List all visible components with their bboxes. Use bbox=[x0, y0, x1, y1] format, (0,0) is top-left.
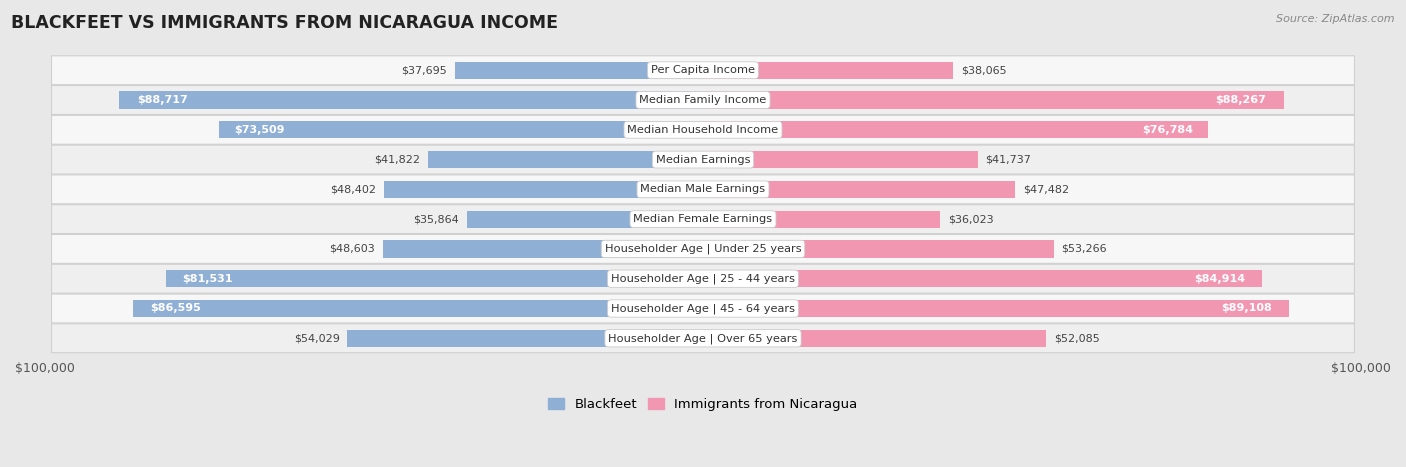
Text: $88,717: $88,717 bbox=[136, 95, 187, 105]
Bar bbox=[703, 300, 1289, 317]
Text: $36,023: $36,023 bbox=[948, 214, 994, 224]
Bar bbox=[219, 121, 703, 138]
FancyBboxPatch shape bbox=[52, 234, 1354, 263]
FancyBboxPatch shape bbox=[52, 324, 1354, 353]
Text: $52,085: $52,085 bbox=[1053, 333, 1099, 343]
Text: $53,266: $53,266 bbox=[1062, 244, 1107, 254]
FancyBboxPatch shape bbox=[52, 294, 1354, 323]
Bar bbox=[384, 181, 703, 198]
Bar bbox=[134, 300, 703, 317]
Text: Median Male Earnings: Median Male Earnings bbox=[641, 184, 765, 194]
Text: Householder Age | 45 - 64 years: Householder Age | 45 - 64 years bbox=[612, 303, 794, 314]
Bar bbox=[120, 92, 703, 109]
Bar bbox=[703, 151, 977, 168]
Text: Householder Age | Over 65 years: Householder Age | Over 65 years bbox=[609, 333, 797, 344]
Bar bbox=[703, 121, 1208, 138]
Text: BLACKFEET VS IMMIGRANTS FROM NICARAGUA INCOME: BLACKFEET VS IMMIGRANTS FROM NICARAGUA I… bbox=[11, 14, 558, 32]
Text: $81,531: $81,531 bbox=[183, 274, 233, 284]
Text: $38,065: $38,065 bbox=[962, 65, 1007, 75]
Text: $48,603: $48,603 bbox=[329, 244, 375, 254]
Text: Source: ZipAtlas.com: Source: ZipAtlas.com bbox=[1277, 14, 1395, 24]
Text: $48,402: $48,402 bbox=[330, 184, 377, 194]
Text: Median Family Income: Median Family Income bbox=[640, 95, 766, 105]
FancyBboxPatch shape bbox=[52, 85, 1354, 114]
Bar bbox=[427, 151, 703, 168]
Text: Median Earnings: Median Earnings bbox=[655, 155, 751, 164]
Text: $84,914: $84,914 bbox=[1194, 274, 1246, 284]
Legend: Blackfeet, Immigrants from Nicaragua: Blackfeet, Immigrants from Nicaragua bbox=[543, 392, 863, 417]
Bar bbox=[384, 241, 703, 258]
FancyBboxPatch shape bbox=[52, 145, 1354, 174]
Bar bbox=[703, 330, 1046, 347]
Bar bbox=[703, 181, 1015, 198]
Text: $47,482: $47,482 bbox=[1024, 184, 1070, 194]
FancyBboxPatch shape bbox=[52, 205, 1354, 234]
Text: $37,695: $37,695 bbox=[401, 65, 447, 75]
Bar bbox=[347, 330, 703, 347]
Text: $76,784: $76,784 bbox=[1142, 125, 1194, 135]
Text: $89,108: $89,108 bbox=[1220, 304, 1272, 313]
Bar bbox=[166, 270, 703, 287]
Text: $35,864: $35,864 bbox=[413, 214, 460, 224]
Bar bbox=[456, 62, 703, 79]
Text: $88,267: $88,267 bbox=[1216, 95, 1267, 105]
Bar bbox=[703, 62, 953, 79]
Text: Householder Age | 25 - 44 years: Householder Age | 25 - 44 years bbox=[612, 274, 794, 284]
FancyBboxPatch shape bbox=[52, 56, 1354, 85]
Text: Per Capita Income: Per Capita Income bbox=[651, 65, 755, 75]
Text: Householder Age | Under 25 years: Householder Age | Under 25 years bbox=[605, 244, 801, 254]
Bar bbox=[703, 270, 1261, 287]
FancyBboxPatch shape bbox=[52, 115, 1354, 144]
Bar bbox=[703, 211, 941, 228]
Text: $41,822: $41,822 bbox=[374, 155, 420, 164]
Text: $73,509: $73,509 bbox=[233, 125, 284, 135]
Bar bbox=[467, 211, 703, 228]
Text: Median Female Earnings: Median Female Earnings bbox=[634, 214, 772, 224]
Text: $54,029: $54,029 bbox=[294, 333, 340, 343]
Text: $41,737: $41,737 bbox=[986, 155, 1032, 164]
Bar bbox=[703, 241, 1053, 258]
FancyBboxPatch shape bbox=[52, 264, 1354, 293]
Bar bbox=[703, 92, 1284, 109]
Text: $86,595: $86,595 bbox=[150, 304, 201, 313]
FancyBboxPatch shape bbox=[52, 175, 1354, 204]
Text: Median Household Income: Median Household Income bbox=[627, 125, 779, 135]
